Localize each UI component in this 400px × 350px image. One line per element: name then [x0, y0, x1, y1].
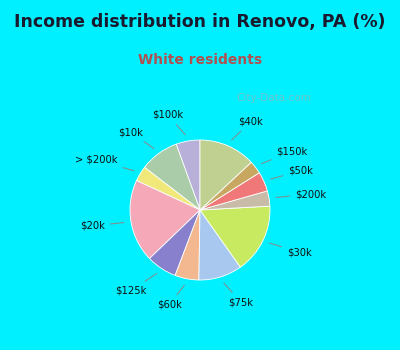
Text: $10k: $10k: [118, 127, 154, 148]
Text: $60k: $60k: [157, 285, 184, 310]
Wedge shape: [200, 206, 270, 267]
Text: $200k: $200k: [276, 189, 326, 199]
Text: City-Data.com: City-Data.com: [236, 93, 311, 103]
Text: Income distribution in Renovo, PA (%): Income distribution in Renovo, PA (%): [14, 13, 386, 30]
Text: $40k: $40k: [232, 117, 263, 140]
Wedge shape: [175, 210, 200, 280]
Text: White residents: White residents: [138, 53, 262, 67]
Text: $75k: $75k: [224, 283, 254, 307]
Wedge shape: [130, 181, 200, 259]
Wedge shape: [200, 140, 251, 210]
Wedge shape: [136, 167, 200, 210]
Text: $30k: $30k: [270, 243, 312, 257]
Wedge shape: [199, 210, 240, 280]
Wedge shape: [176, 140, 200, 210]
Text: $125k: $125k: [115, 273, 157, 296]
Wedge shape: [200, 162, 259, 210]
Wedge shape: [150, 210, 200, 275]
Text: $150k: $150k: [262, 146, 308, 164]
Text: > $200k: > $200k: [75, 155, 134, 171]
Text: $20k: $20k: [80, 221, 124, 231]
Text: $50k: $50k: [270, 166, 313, 179]
Wedge shape: [200, 191, 270, 210]
Wedge shape: [144, 144, 200, 210]
Text: $100k: $100k: [152, 110, 185, 135]
Wedge shape: [200, 173, 267, 210]
